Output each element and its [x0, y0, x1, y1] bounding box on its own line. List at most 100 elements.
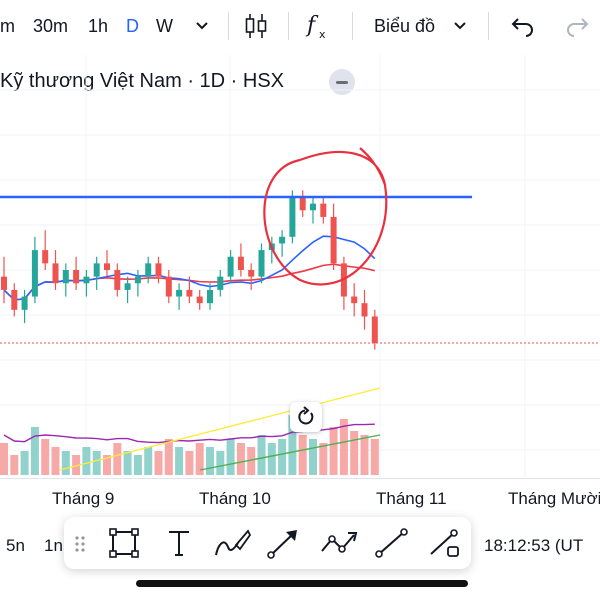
volume-bar: [370, 439, 379, 475]
toolbar-divider: [488, 12, 489, 40]
candle-body: [371, 316, 378, 343]
volume-bar: [82, 447, 91, 475]
volume-bar: [92, 451, 101, 475]
candle-body: [330, 216, 337, 264]
chart-type-label[interactable]: Biểu đồ: [374, 16, 436, 36]
drawing-toolbar: [64, 517, 471, 569]
top-toolbar: m 30m 1h D W f x Biểu đồ: [0, 0, 600, 52]
volume-bar: [247, 447, 256, 475]
candle-body: [1, 276, 7, 290]
volume-bar: [133, 455, 142, 475]
candle-body: [310, 203, 316, 211]
volume-bar: [20, 451, 29, 475]
range-button-5n[interactable]: 5n: [6, 536, 25, 555]
volume-bar: [72, 455, 81, 475]
volume-bar: [339, 419, 348, 475]
interval-button-30m[interactable]: 30m: [33, 16, 69, 36]
arrow-tool-icon[interactable]: [266, 527, 302, 559]
volume-bar: [123, 451, 132, 475]
volume-bar: [164, 439, 173, 475]
redo-icon[interactable]: [564, 14, 590, 42]
candle-body: [62, 270, 69, 284]
candle-body: [279, 236, 286, 244]
candle-body: [227, 256, 234, 277]
chevron-down-icon[interactable]: [194, 18, 210, 46]
candle-body: [134, 276, 141, 284]
collapse-legend-button[interactable]: [329, 69, 355, 95]
candle-body: [42, 250, 49, 264]
volume-bars: [0, 387, 381, 475]
drawing-tools-icons: [75, 536, 85, 552]
candle-body: [104, 263, 110, 270]
rectangle-tool-icon[interactable]: [108, 527, 142, 559]
drawings: [0, 147, 600, 344]
path-tool-icon[interactable]: [318, 527, 360, 559]
volume-bar: [267, 443, 276, 475]
volume-bar: [350, 431, 359, 475]
volume-bar: [319, 443, 328, 475]
time-axis[interactable]: Tháng 9 Tháng 10 Tháng 11 Tháng Mười: [0, 478, 600, 517]
toolbar-divider: [228, 12, 229, 40]
candle-body: [124, 283, 131, 290]
reset-scale-button[interactable]: [290, 402, 322, 432]
volume-bar: [175, 447, 184, 475]
text-tool-icon[interactable]: [164, 527, 194, 559]
candle-body: [186, 289, 193, 297]
candles-chart-type-icon[interactable]: [244, 12, 268, 40]
measure-tool-icon[interactable]: [426, 527, 464, 559]
volume-bar: [226, 439, 235, 475]
candle-body: [21, 296, 28, 310]
candle-body: [248, 270, 255, 277]
chart-title: Kỹ thương Việt Nam · 1D · HSX: [0, 70, 285, 92]
price-chart[interactable]: [0, 0, 600, 478]
candle-body: [207, 289, 213, 304]
volume-bar: [206, 447, 214, 475]
volume-bar: [0, 443, 8, 475]
volume-bar: [154, 451, 163, 475]
volume-bar: [103, 455, 111, 475]
candle-body: [299, 197, 306, 211]
candle-body: [145, 263, 152, 277]
volume-bar: [185, 451, 194, 475]
candle-body: [258, 250, 265, 277]
candle-body: [237, 256, 244, 270]
volume-bar: [61, 451, 70, 475]
annotation-circle: [263, 147, 388, 286]
trend-line-yellow: [59, 387, 381, 471]
trend-line-green: [199, 434, 381, 471]
volume-bar: [309, 439, 317, 475]
volume-bar: [10, 455, 19, 475]
candle-body: [31, 250, 38, 297]
interval-button-1h[interactable]: 1h: [88, 16, 109, 36]
undo-icon[interactable]: [510, 14, 536, 42]
range-button-1n[interactable]: 1n: [44, 536, 63, 555]
candle-body: [11, 289, 18, 310]
volume-bar: [113, 443, 122, 475]
line-tool-icon[interactable]: [374, 527, 410, 559]
volume-bar: [236, 443, 245, 475]
chevron-down-icon[interactable]: [452, 18, 468, 46]
candle-body: [52, 263, 59, 284]
time-axis-label: Tháng 9: [52, 489, 115, 508]
time-axis-label: Tháng 11: [376, 489, 447, 508]
clock-time: 18:12:53 (UT: [484, 536, 584, 555]
candle-body: [176, 289, 183, 297]
rotate-icon: [298, 406, 314, 425]
candle-body: [114, 270, 121, 290]
time-axis-label: Tháng 10: [199, 489, 271, 508]
interval-button-m[interactable]: m: [0, 16, 15, 36]
volume-bar: [41, 439, 50, 475]
candle-body: [83, 276, 90, 284]
brush-tool-icon[interactable]: [212, 527, 252, 559]
bottom-bar: 5n 1n 18:12:53 (UT: [0, 518, 600, 578]
indicators-fx-icon[interactable]: f x: [305, 10, 335, 38]
time-axis-label: Tháng Mười: [508, 489, 600, 508]
volume-bar: [216, 451, 225, 475]
volume-bar: [195, 443, 204, 475]
candle-body: [196, 296, 203, 304]
volume-bar: [144, 447, 153, 475]
interval-button-w[interactable]: W: [156, 16, 173, 36]
home-indicator: [136, 580, 468, 587]
interval-button-d[interactable]: D: [126, 16, 139, 36]
candle-body: [351, 296, 358, 304]
